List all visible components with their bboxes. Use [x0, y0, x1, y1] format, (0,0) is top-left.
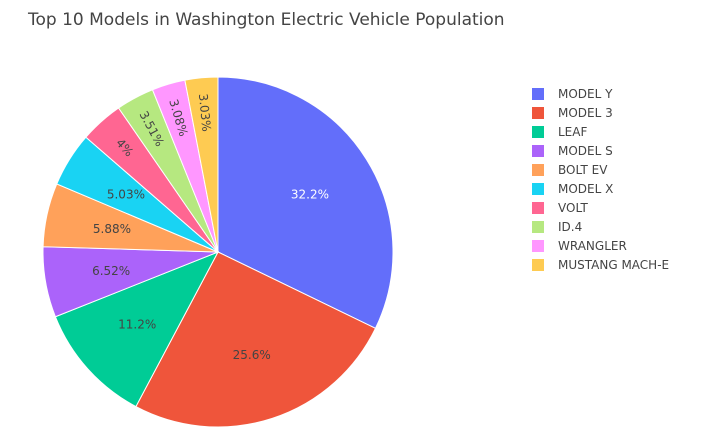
legend-item-id-4[interactable]: ID.4: [532, 217, 669, 236]
legend-item-volt[interactable]: VOLT: [532, 198, 669, 217]
slice-label-model-x: 5.03%: [107, 188, 145, 202]
legend-item-model-x[interactable]: MODEL X: [532, 179, 669, 198]
legend-label: MODEL X: [558, 181, 614, 196]
legend-swatch: [532, 239, 544, 252]
slice-label-model-s: 6.52%: [92, 264, 130, 278]
legend-swatch: [532, 106, 544, 119]
legend-label: WRANGLER: [558, 238, 627, 253]
legend-swatch: [532, 182, 544, 195]
legend-swatch: [532, 125, 544, 138]
legend-label: MODEL 3: [558, 105, 613, 120]
legend-swatch: [532, 201, 544, 214]
legend-item-model-y[interactable]: MODEL Y: [532, 84, 669, 103]
legend-item-mustang-mach-e[interactable]: MUSTANG MACH-E: [532, 255, 669, 274]
legend-label: LEAF: [558, 124, 588, 139]
pie-slice-mustang-mach-e[interactable]: [184, 76, 219, 253]
slice-label-leaf: 11.2%: [118, 317, 156, 331]
legend-item-leaf[interactable]: LEAF: [532, 122, 669, 141]
legend-label: MUSTANG MACH-E: [558, 257, 670, 272]
slice-label-model-3: 25.6%: [233, 348, 271, 362]
legend-label: MODEL Y: [558, 86, 613, 101]
legend-label: VOLT: [558, 200, 588, 215]
legend-swatch: [532, 144, 544, 157]
legend-item-model-3[interactable]: MODEL 3: [532, 103, 669, 122]
pie-slice-model-3[interactable]: [135, 251, 377, 428]
chart-title: Top 10 Models in Washington Electric Veh…: [28, 10, 505, 30]
legend-swatch: [532, 163, 544, 176]
legend-swatch: [532, 258, 544, 271]
slice-label-mustang-mach-e: 3.03%: [196, 93, 214, 132]
legend-label: BOLT EV: [558, 162, 608, 177]
pie-slice-leaf[interactable]: [54, 251, 220, 408]
legend-item-model-s[interactable]: MODEL S: [532, 141, 669, 160]
legend-swatch: [532, 220, 544, 233]
legend-label: MODEL S: [558, 143, 613, 158]
pie-slice-model-y[interactable]: [217, 76, 394, 330]
legend-item-wrangler[interactable]: WRANGLER: [532, 236, 669, 255]
legend-label: ID.4: [558, 219, 583, 234]
legend-item-bolt-ev[interactable]: BOLT EV: [532, 160, 669, 179]
slice-label-model-y: 32.2%: [291, 187, 329, 201]
slice-label-bolt-ev: 5.88%: [93, 222, 131, 236]
legend-swatch: [532, 87, 544, 100]
chart-legend: MODEL Y MODEL 3 LEAF MODEL S BOLT EV MODEL X V…: [532, 84, 669, 274]
